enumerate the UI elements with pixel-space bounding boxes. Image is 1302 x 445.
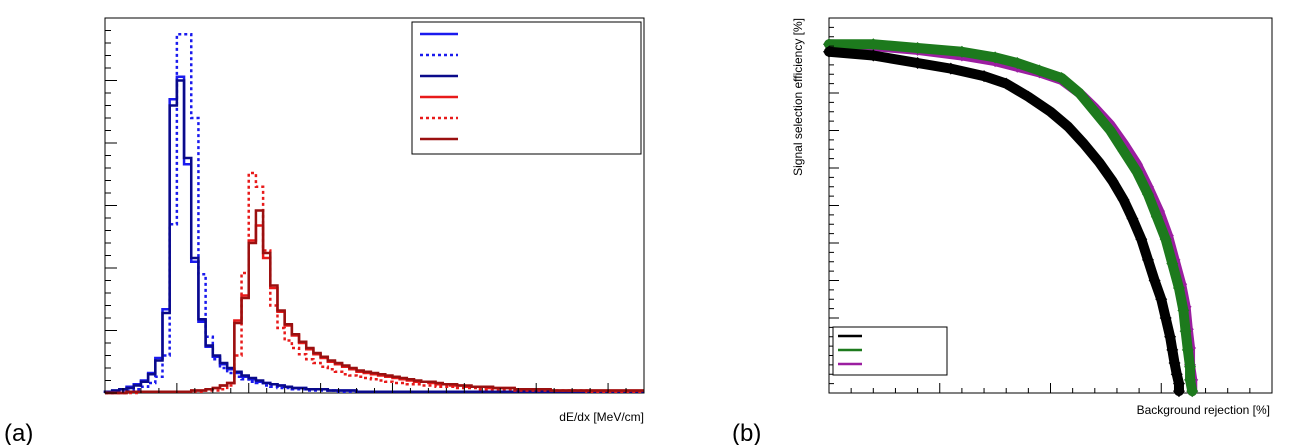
data-point — [1044, 105, 1057, 118]
x-axis-title: dE/dx [MeV/cm] — [559, 410, 644, 424]
data-point — [1126, 212, 1139, 225]
legend — [411, 21, 642, 155]
data-point — [1172, 282, 1185, 294]
data-point — [1172, 385, 1185, 398]
data-point — [867, 49, 880, 62]
data-point — [1141, 188, 1154, 201]
data-point — [1055, 72, 1068, 84]
data-point — [1166, 257, 1179, 270]
data-point — [911, 57, 924, 69]
data-point — [1186, 385, 1199, 398]
data-point — [1088, 105, 1101, 118]
efficiency-rejection-panel: Background rejection [%] Signal selectio… — [791, 17, 1273, 417]
data-point — [1073, 87, 1086, 99]
data-point — [1011, 57, 1024, 69]
data-point — [1135, 233, 1148, 246]
data-point — [1179, 325, 1192, 338]
data-point — [1033, 64, 1046, 77]
panel-letter-b: (b) — [732, 420, 761, 445]
data-point — [1164, 330, 1177, 343]
axes — [104, 17, 645, 394]
y-axis-title: Signal selection efficiency [%] — [791, 18, 805, 176]
data-point — [1159, 312, 1172, 324]
plot-area — [823, 38, 1199, 398]
data-point — [1141, 253, 1154, 266]
data-point — [1000, 77, 1013, 90]
series-line — [105, 209, 644, 395]
data-point — [1155, 293, 1168, 306]
data-point — [1184, 373, 1197, 386]
data-point — [1062, 120, 1075, 133]
data-point — [1106, 175, 1119, 188]
data-point — [911, 42, 924, 54]
data-point — [1022, 90, 1035, 103]
data-point — [978, 70, 991, 83]
data-point — [867, 38, 880, 51]
data-point — [955, 45, 968, 58]
data-point — [1148, 274, 1161, 287]
x-axis-title: Background rejection [%] — [1137, 403, 1270, 417]
data-point — [1181, 343, 1194, 356]
panel-letter-a: (a) — [4, 420, 33, 445]
axes — [828, 17, 1273, 394]
data-point — [1177, 304, 1190, 317]
data-point — [989, 51, 1002, 64]
data-point — [944, 62, 957, 75]
data-point — [1168, 357, 1181, 369]
data-point — [1117, 193, 1130, 206]
data-point — [1170, 368, 1183, 381]
data-point — [1130, 165, 1143, 178]
data-point — [1184, 360, 1197, 373]
data-point — [1159, 233, 1172, 246]
data-point — [1150, 210, 1163, 223]
data-point — [1104, 124, 1117, 137]
data-point — [823, 45, 835, 58]
data-point — [1166, 343, 1179, 356]
legend — [832, 326, 948, 376]
data-point — [1077, 137, 1090, 150]
data-point — [1117, 145, 1130, 158]
dedx-histogram-panel: dE/dx [MeV/cm] — [103, 17, 645, 424]
data-point — [1093, 156, 1106, 169]
legend-box — [411, 21, 642, 155]
data-point — [1172, 377, 1185, 390]
